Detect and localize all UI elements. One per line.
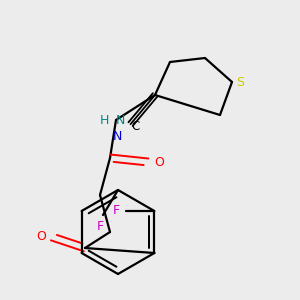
Text: F: F bbox=[113, 205, 120, 218]
Text: C: C bbox=[131, 120, 140, 133]
Text: N: N bbox=[113, 130, 122, 143]
Text: F: F bbox=[96, 220, 103, 232]
Text: O: O bbox=[154, 155, 164, 169]
Text: O: O bbox=[36, 230, 46, 244]
Text: N: N bbox=[115, 113, 125, 127]
Text: H: H bbox=[99, 113, 109, 127]
Text: S: S bbox=[236, 76, 244, 88]
